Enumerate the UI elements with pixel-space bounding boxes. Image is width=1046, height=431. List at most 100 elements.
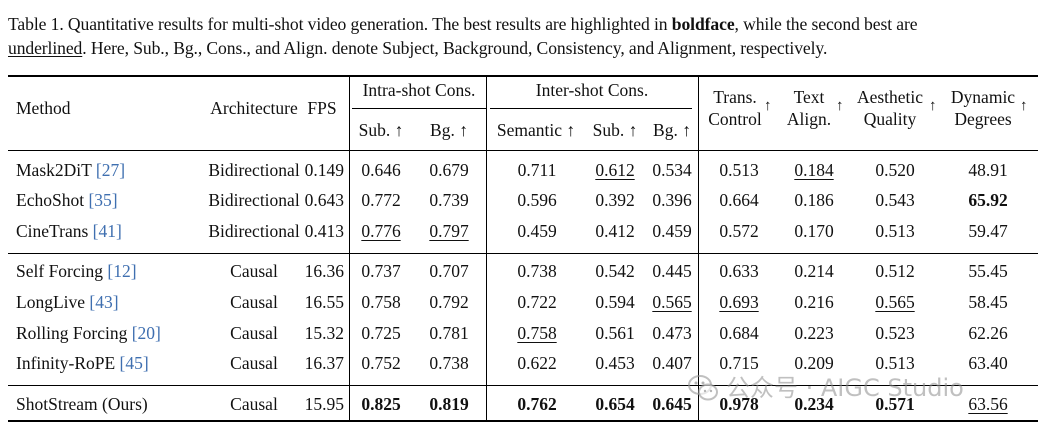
cell-method: LongLive [43] bbox=[16, 289, 119, 315]
method-name: Self Forcing bbox=[16, 261, 108, 281]
header-aes-line1: Aesthetic bbox=[856, 87, 924, 107]
method-name: LongLive bbox=[16, 292, 90, 312]
aes-up-arrow: ↑ bbox=[929, 98, 937, 114]
cell-trans: 0.693 bbox=[719, 292, 759, 312]
header-inter-semantic: Semantic ↑ bbox=[496, 120, 576, 140]
cell-intra-bg: 0.781 bbox=[429, 323, 469, 343]
cell-inter-sub: 0.412 bbox=[595, 221, 635, 241]
cell-dyn: 48.91 bbox=[968, 160, 1008, 180]
caption-bold-word: boldface bbox=[671, 14, 735, 34]
cell-arch: Causal bbox=[230, 394, 278, 414]
cell-inter-sub: 0.594 bbox=[595, 292, 635, 312]
text-up-arrow: ↑ bbox=[836, 98, 844, 114]
method-name: CineTrans bbox=[16, 221, 93, 241]
cell-inter-bg: 0.445 bbox=[652, 261, 692, 281]
watermark: 公众号 · AIGC Studio bbox=[688, 370, 1018, 406]
header-method: Method bbox=[16, 98, 71, 118]
cell-dyn: 58.45 bbox=[968, 292, 1008, 312]
header-text-line2: Align. bbox=[786, 109, 832, 129]
header-intra-sub: Sub. ↑ bbox=[358, 120, 404, 140]
cell-text: 0.209 bbox=[794, 353, 834, 373]
cell-method: CineTrans [41] bbox=[16, 218, 122, 244]
cell-method: Mask2DiT [27] bbox=[16, 157, 125, 183]
cell-arch: Causal bbox=[230, 323, 278, 343]
cell-semantic: 0.596 bbox=[517, 190, 557, 210]
cell-dyn: 63.40 bbox=[968, 353, 1008, 373]
cell-inter-sub: 0.561 bbox=[595, 323, 635, 343]
cell-arch: Causal bbox=[230, 353, 278, 373]
cell-aes: 0.520 bbox=[875, 160, 915, 180]
cell-trans: 0.684 bbox=[719, 323, 759, 343]
cell-inter-sub: 0.654 bbox=[595, 394, 635, 414]
divider-inter bbox=[698, 76, 699, 421]
cell-fps: 16.36 bbox=[304, 261, 344, 281]
cell-inter-sub: 0.453 bbox=[595, 353, 635, 373]
cell-intra-sub: 0.758 bbox=[361, 292, 401, 312]
cell-intra-sub: 0.737 bbox=[361, 261, 401, 281]
cell-fps: 0.149 bbox=[304, 160, 344, 180]
cell-dyn: 62.26 bbox=[968, 323, 1008, 343]
cell-inter-sub: 0.542 bbox=[595, 261, 635, 281]
method-name: Mask2DiT bbox=[16, 160, 96, 180]
cell-method: Self Forcing [12] bbox=[16, 258, 137, 284]
bottom-rule bbox=[8, 420, 1038, 422]
header-dyn-line2: Degrees bbox=[954, 109, 1012, 129]
citation-link[interactable]: [20] bbox=[131, 323, 161, 343]
header-aes-line2: Quality bbox=[863, 109, 917, 129]
cell-intra-bg: 0.797 bbox=[429, 221, 469, 241]
cell-arch: Causal bbox=[230, 292, 278, 312]
cell-text: 0.214 bbox=[794, 261, 834, 281]
cell-inter-bg: 0.473 bbox=[652, 323, 692, 343]
citation-link[interactable]: [43] bbox=[89, 292, 119, 312]
cell-fps: 16.37 bbox=[304, 353, 344, 373]
cell-trans: 0.715 bbox=[719, 353, 759, 373]
top-rule bbox=[8, 75, 1038, 77]
cell-intra-sub: 0.825 bbox=[361, 394, 401, 414]
divider-fps bbox=[349, 76, 350, 421]
method-name: EchoShot bbox=[16, 190, 89, 210]
cell-dyn: 65.92 bbox=[968, 190, 1008, 210]
header-dyn-line1: Dynamic bbox=[950, 87, 1016, 107]
citation-link[interactable]: [35] bbox=[88, 190, 118, 210]
cell-method: Infinity-RoPE [45] bbox=[16, 350, 149, 376]
cell-trans: 0.664 bbox=[719, 190, 759, 210]
cell-aes: 0.513 bbox=[875, 221, 915, 241]
cell-intra-bg: 0.739 bbox=[429, 190, 469, 210]
method-name: Infinity-RoPE bbox=[16, 353, 120, 373]
header-fps: FPS bbox=[307, 98, 337, 118]
citation-link[interactable]: [45] bbox=[119, 353, 149, 373]
cell-trans: 0.633 bbox=[719, 261, 759, 281]
header-intra-bg: Bg. ↑ bbox=[430, 120, 468, 140]
cell-intra-sub: 0.646 bbox=[361, 160, 401, 180]
cell-intra-bg: 0.679 bbox=[429, 160, 469, 180]
cell-semantic: 0.622 bbox=[517, 353, 557, 373]
method-name: ShotStream (Ours) bbox=[16, 394, 148, 414]
cell-fps: 15.95 bbox=[304, 394, 344, 414]
cell-text: 0.184 bbox=[794, 160, 834, 180]
cell-fps: 0.643 bbox=[304, 190, 344, 210]
citation-link[interactable]: [27] bbox=[95, 160, 126, 180]
cell-method: ShotStream (Ours) bbox=[16, 391, 148, 417]
header-inter-group: Inter-shot Cons. bbox=[535, 80, 649, 100]
intra-group-rule bbox=[352, 108, 486, 109]
table-caption: Table 1. Quantitative results for multi-… bbox=[8, 12, 1038, 60]
cell-intra-sub: 0.752 bbox=[361, 353, 401, 373]
cell-fps: 0.413 bbox=[304, 221, 344, 241]
cell-semantic: 0.711 bbox=[517, 160, 557, 180]
cell-text: 0.186 bbox=[794, 190, 834, 210]
citation-link[interactable]: [12] bbox=[107, 261, 137, 281]
cell-text: 0.216 bbox=[794, 292, 834, 312]
citation-link[interactable]: [41] bbox=[92, 221, 122, 241]
trans-up-arrow: ↑ bbox=[764, 98, 772, 114]
caption-text-2: , while the second best are bbox=[734, 14, 918, 34]
cell-method: Rolling Forcing [20] bbox=[16, 320, 161, 346]
cell-intra-sub: 0.776 bbox=[361, 221, 401, 241]
header-trans-line1: Trans. bbox=[713, 87, 757, 107]
cell-aes: 0.565 bbox=[875, 292, 915, 312]
cell-inter-bg: 0.565 bbox=[652, 292, 692, 312]
cell-arch: Bidirectional bbox=[208, 221, 300, 241]
cell-inter-sub: 0.392 bbox=[595, 190, 635, 210]
cell-fps: 15.32 bbox=[304, 323, 344, 343]
cell-inter-sub: 0.612 bbox=[595, 160, 635, 180]
header-trans-line2: Control bbox=[708, 109, 762, 129]
